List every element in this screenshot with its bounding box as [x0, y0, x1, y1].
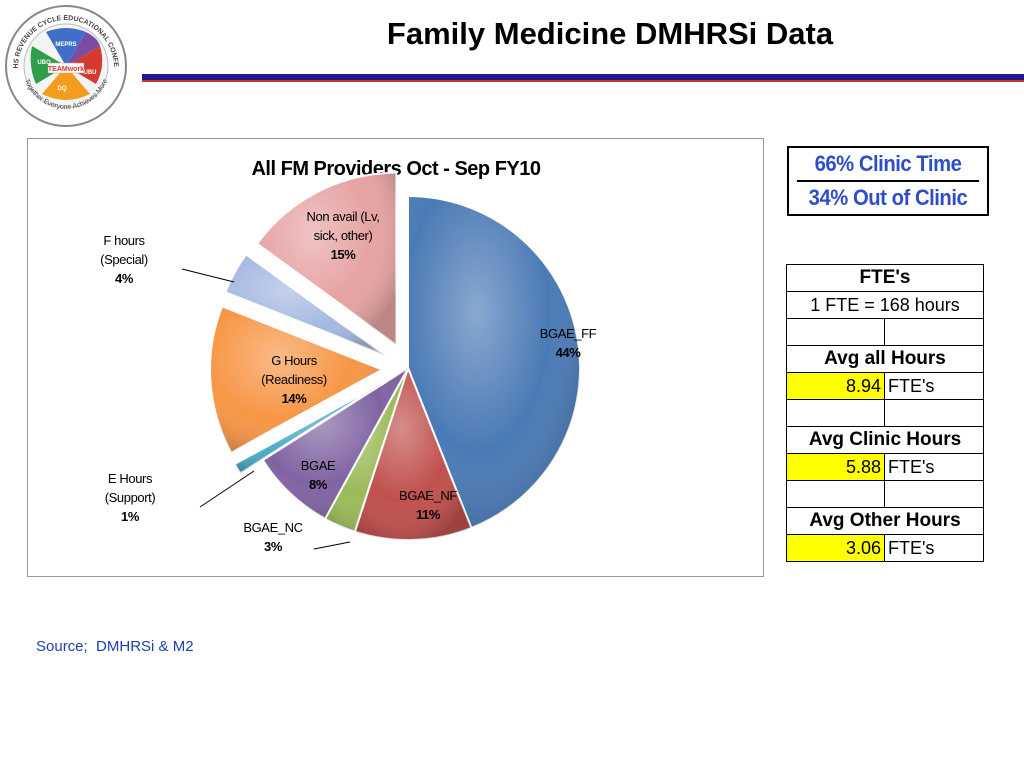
slice-name-label: BGAE_FF	[540, 326, 597, 341]
slice-name-label: BGAE	[301, 458, 336, 473]
slice-name-label: BGAE_NF	[399, 488, 457, 503]
slice-percent-label: 15%	[331, 247, 357, 262]
empty-cell	[884, 318, 984, 346]
slice-data-label: G Hours (Readiness) 14%	[261, 353, 327, 406]
pie-slice-shade	[225, 254, 386, 356]
table-row: 3.06 FTE's	[786, 534, 984, 562]
fte-table: FTE's 1 FTE = 168 hours Avg all Hours 8.…	[786, 264, 984, 562]
pie-slice-shade	[325, 368, 408, 532]
slice-percent-label: 11%	[416, 507, 441, 522]
logo-segment-label: UBU	[84, 70, 97, 76]
table-row	[786, 318, 984, 346]
pie-slice-shade	[257, 172, 397, 345]
fte-unit: FTE's	[884, 453, 984, 481]
fte-unit: FTE's	[884, 372, 984, 400]
slice-percent-label: 4%	[115, 271, 134, 286]
pie-slice-shade	[210, 306, 383, 453]
slice-name-label: G Hours	[271, 353, 318, 368]
slice-name-label: (Special)	[100, 252, 148, 267]
slice-name-label: F hours	[103, 233, 145, 248]
logo-segment-label: MEPRS	[55, 42, 76, 48]
chart-title: All FM Providers Oct - Sep FY10	[251, 158, 540, 180]
table-row: Avg Other Hours	[786, 507, 984, 535]
slice-data-label: BGAE 8%	[301, 458, 336, 492]
avg-other-label: Avg Other Hours	[786, 507, 984, 535]
slice-name-label: E Hours	[108, 471, 153, 486]
fte-header: FTE's	[786, 264, 984, 292]
empty-cell	[786, 399, 885, 427]
pie-slice-shade	[234, 381, 386, 474]
avg-all-label: Avg all Hours	[786, 345, 984, 373]
slice-data-label: BGAE_NF 11%	[399, 488, 457, 522]
table-row	[786, 480, 984, 508]
slice-percent-label: 1%	[121, 509, 140, 524]
out-of-clinic-text: 34% Out of Clinic	[796, 180, 980, 214]
pie-slice-shade	[408, 196, 580, 528]
title-rule	[142, 74, 1024, 80]
slice-name-label: sick, other)	[314, 228, 373, 243]
slice-percent-label: 3%	[264, 539, 283, 554]
slice-percent-label: 14%	[282, 391, 308, 406]
pie-slice	[209, 305, 385, 454]
table-row: FTE's	[786, 264, 984, 292]
title-rule-accent	[142, 80, 1024, 82]
source-note: Source; DMHRSi & M2	[36, 638, 194, 655]
label-leader-line	[313, 541, 351, 550]
slice-name-label: (Support)	[105, 490, 156, 505]
pie-slice	[255, 171, 398, 347]
pie-slice	[233, 380, 387, 475]
avg-other-value: 3.06	[786, 534, 885, 562]
pie-slice-shade	[262, 368, 408, 519]
clinic-time-summary: 66% Clinic Time 34% Out of Clinic	[787, 146, 989, 216]
pie-slice-shade	[354, 368, 472, 540]
table-row	[786, 399, 984, 427]
slice-data-label: F hours (Special) 4%	[100, 233, 148, 286]
avg-all-value: 8.94	[786, 372, 885, 400]
pie-chart-panel: All FM Providers Oct - Sep FY10 BGAE_FF 4…	[27, 138, 764, 577]
table-row: 1 FTE = 168 hours	[786, 291, 984, 319]
fte-definition: 1 FTE = 168 hours	[786, 291, 984, 319]
slice-percent-label: 44%	[556, 345, 582, 360]
logo-hands	[30, 28, 103, 100]
empty-cell	[884, 399, 984, 427]
conference-logo-icon: 2011 MHS REVENUE CYCLE EDUCATIONAL CONFE…	[2, 2, 127, 127]
label-leader-line	[181, 268, 235, 283]
pie-slice	[223, 252, 386, 357]
slice-data-label: E Hours (Support) 1%	[105, 471, 156, 524]
avg-clinic-label: Avg Clinic Hours	[786, 426, 984, 454]
table-row: Avg all Hours	[786, 345, 984, 373]
table-row: 5.88 FTE's	[786, 453, 984, 481]
table-row: 8.94 FTE's	[786, 372, 984, 400]
fte-unit: FTE's	[884, 534, 984, 562]
logo-center-text: TEAMwork	[48, 66, 84, 73]
pie-slice	[407, 194, 582, 530]
clinic-time-text: 66% Clinic Time	[814, 151, 962, 176]
label-leader-line	[199, 470, 255, 508]
slice-data-label: BGAE_NC 3%	[243, 520, 302, 554]
empty-cell	[884, 480, 984, 508]
avg-clinic-value: 5.88	[786, 453, 885, 481]
slice-name-label: (Readiness)	[261, 372, 327, 387]
pie-slice	[353, 365, 473, 541]
empty-cell	[786, 318, 885, 346]
table-row: Avg Clinic Hours	[786, 426, 984, 454]
empty-cell	[786, 480, 885, 508]
pie-chart: All FM Providers Oct - Sep FY10 BGAE_FF 4…	[100, 158, 597, 554]
slice-data-label: Non avail (Lv, sick, other) 15%	[307, 209, 380, 262]
slice-name-label: BGAE_NC	[243, 520, 302, 535]
logo-segment-label: DQ	[58, 86, 67, 92]
slice-percent-label: 8%	[309, 477, 328, 492]
slice-name-label: Non avail (Lv,	[307, 209, 380, 224]
slice-data-label: BGAE_FF 44%	[540, 326, 597, 360]
slide-title: Family Medicine DMHRSi Data	[386, 16, 834, 51]
logo-segment-label: UBO	[37, 60, 51, 66]
